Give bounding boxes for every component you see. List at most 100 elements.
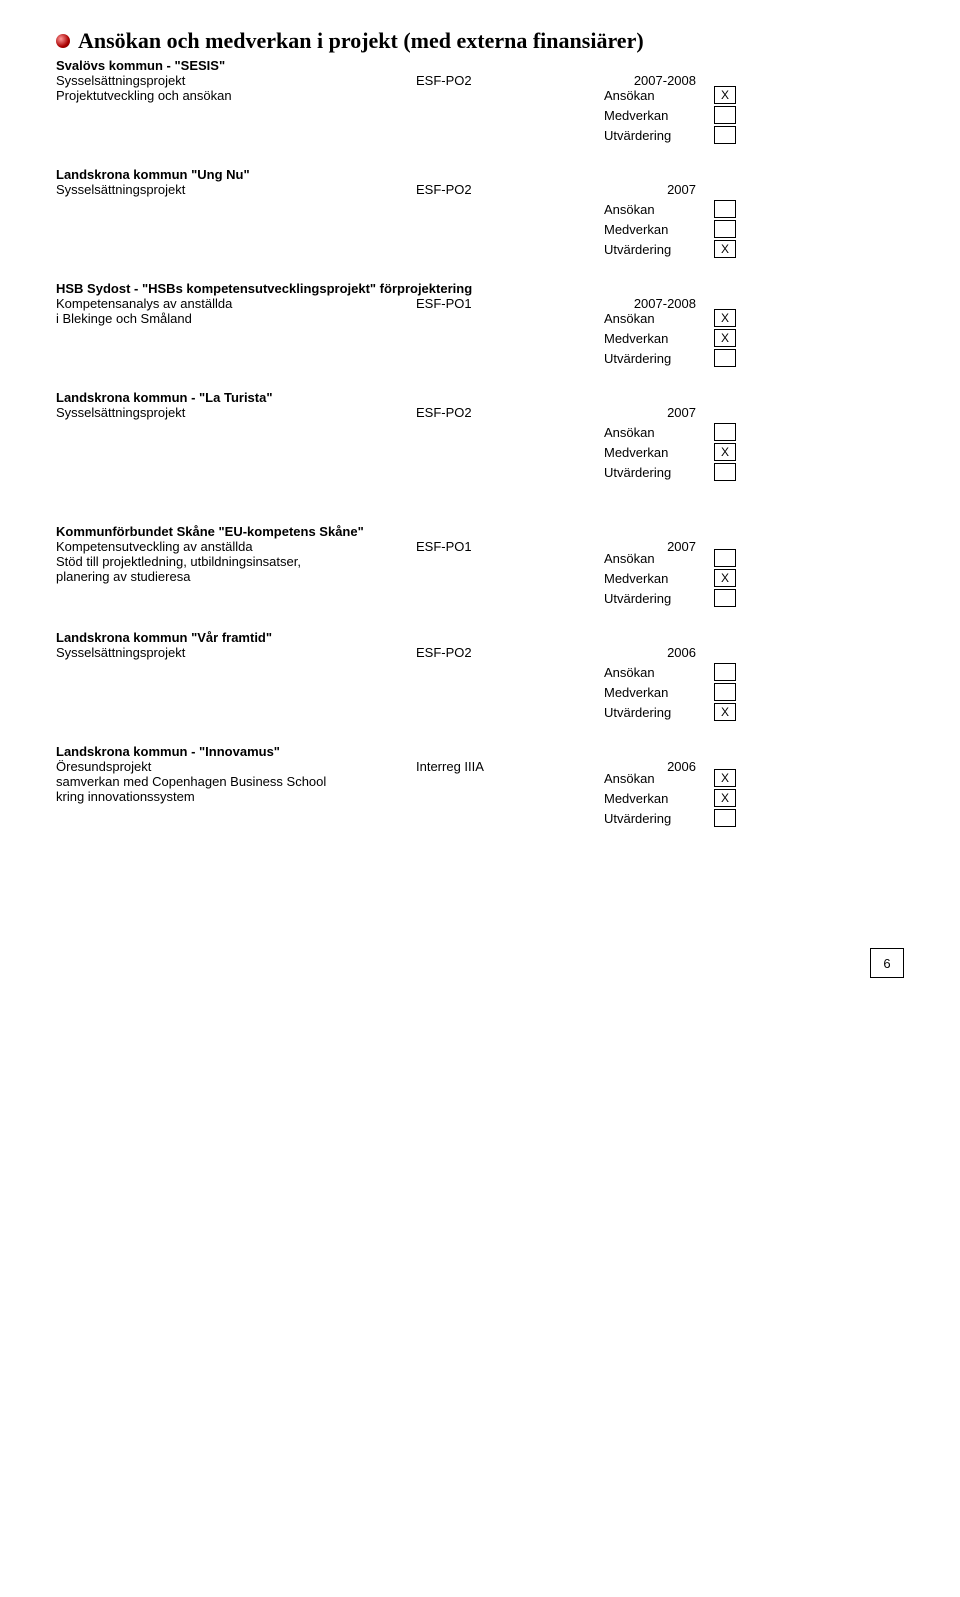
ansokan-checkbox <box>714 549 736 567</box>
ansokan-label: Ansökan <box>604 551 714 566</box>
medverkan-row: Medverkan <box>604 105 904 125</box>
utvardering-checkbox <box>714 463 736 481</box>
project-fund: ESF-PO2 <box>416 645 606 660</box>
ansokan-row: AnsökanX <box>604 768 904 788</box>
project-year: 2007-2008 <box>606 296 714 311</box>
page-heading: Ansökan och medverkan i projekt (med ext… <box>78 28 644 54</box>
project-desc: i Blekinge och Småland <box>56 311 416 326</box>
amu-group: Ansökan MedverkanXUtvärdering <box>604 422 904 482</box>
org-name: Kommunförbundet Skåne "EU-kompetens Skån… <box>56 524 904 539</box>
utvardering-label: Utvärdering <box>604 591 714 606</box>
utvardering-row: Utvärdering <box>604 588 904 608</box>
project-block: HSB Sydost - "HSBs kompetensutvecklingsp… <box>56 281 904 368</box>
ansokan-row: AnsökanX <box>604 85 904 105</box>
project-block: Landskrona kommun "Ung Nu"Sysselsättning… <box>56 167 904 259</box>
amu-group: Ansökan MedverkanX Utvärdering <box>604 548 904 608</box>
medverkan-checkbox: X <box>714 329 736 347</box>
project-desc: Kompetensanalys av anställda <box>56 296 416 311</box>
project-block: Svalövs kommun - "SESIS"Sysselsättningsp… <box>56 58 904 145</box>
medverkan-row: MedverkanX <box>604 328 904 348</box>
ansokan-row: Ansökan <box>604 662 904 682</box>
project-block: Landskrona kommun - "La Turista"Sysselsä… <box>56 390 904 482</box>
ansokan-checkbox: X <box>714 86 736 104</box>
medverkan-checkbox: X <box>714 443 736 461</box>
org-name: HSB Sydost - "HSBs kompetensutvecklingsp… <box>56 281 904 296</box>
utvardering-checkbox <box>714 589 736 607</box>
utvardering-checkbox <box>714 126 736 144</box>
medverkan-row: MedverkanX <box>604 442 904 462</box>
medverkan-checkbox <box>714 683 736 701</box>
page-number: 6 <box>883 956 890 971</box>
utvardering-row: UtvärderingX <box>604 239 904 259</box>
medverkan-checkbox <box>714 220 736 238</box>
medverkan-checkbox: X <box>714 789 736 807</box>
project-fund: ESF-PO2 <box>416 182 606 197</box>
project-block: Landskrona kommun "Vår framtid"Sysselsät… <box>56 630 904 722</box>
utvardering-label: Utvärdering <box>604 811 714 826</box>
project-fund: ESF-PO2 <box>416 405 606 420</box>
medverkan-row: MedverkanX <box>604 568 904 588</box>
project-year: 2007-2008 <box>606 73 714 88</box>
ansokan-checkbox <box>714 423 736 441</box>
ansokan-checkbox <box>714 663 736 681</box>
medverkan-label: Medverkan <box>604 445 714 460</box>
utvardering-checkbox: X <box>714 240 736 258</box>
org-name: Landskrona kommun "Ung Nu" <box>56 167 904 182</box>
bullet-icon <box>56 34 70 48</box>
org-name: Svalövs kommun - "SESIS" <box>56 58 904 73</box>
utvardering-label: Utvärdering <box>604 351 714 366</box>
project-year: 2006 <box>606 645 714 660</box>
project-desc: Projektutveckling och ansökan <box>56 88 416 103</box>
project-block: Kommunförbundet Skåne "EU-kompetens Skån… <box>56 524 904 608</box>
medverkan-checkbox: X <box>714 569 736 587</box>
medverkan-row: MedverkanX <box>604 788 904 808</box>
ansokan-label: Ansökan <box>604 311 714 326</box>
org-name: Landskrona kommun - "La Turista" <box>56 390 904 405</box>
medverkan-row: Medverkan <box>604 219 904 239</box>
ansokan-row: Ansökan <box>604 548 904 568</box>
ansokan-label: Ansökan <box>604 202 714 217</box>
project-year: 2007 <box>606 405 714 420</box>
project-row: SysselsättningsprojektESF-PO22007 <box>56 182 904 197</box>
utvardering-label: Utvärdering <box>604 128 714 143</box>
project-fund: ESF-PO1 <box>416 296 606 311</box>
project-desc: samverkan med Copenhagen Business School <box>56 774 416 789</box>
medverkan-checkbox <box>714 106 736 124</box>
utvardering-label: Utvärdering <box>604 705 714 720</box>
amu-group: AnsökanXMedverkanXUtvärdering <box>604 308 904 368</box>
ansokan-row: AnsökanX <box>604 308 904 328</box>
medverkan-label: Medverkan <box>604 331 714 346</box>
project-fund: ESF-PO1 <box>416 539 606 554</box>
project-year: 2007 <box>606 182 714 197</box>
medverkan-label: Medverkan <box>604 108 714 123</box>
project-desc: kring innovationssystem <box>56 789 416 804</box>
ansokan-row: Ansökan <box>604 199 904 219</box>
page-number-box: 6 <box>870 948 904 978</box>
utvardering-row: Utvärdering <box>604 462 904 482</box>
ansokan-label: Ansökan <box>604 88 714 103</box>
medverkan-label: Medverkan <box>604 685 714 700</box>
project-block: Landskrona kommun - "Innovamus"Öresundsp… <box>56 744 904 828</box>
ansokan-label: Ansökan <box>604 425 714 440</box>
ansokan-checkbox: X <box>714 309 736 327</box>
project-desc: Öresundsprojekt <box>56 759 416 774</box>
medverkan-label: Medverkan <box>604 222 714 237</box>
org-name: Landskrona kommun - "Innovamus" <box>56 744 904 759</box>
project-fund: Interreg IIIA <box>416 759 606 774</box>
amu-group: Ansökan Medverkan UtvärderingX <box>604 199 904 259</box>
utvardering-checkbox <box>714 349 736 367</box>
ansokan-row: Ansökan <box>604 422 904 442</box>
ansokan-label: Ansökan <box>604 771 714 786</box>
utvardering-checkbox <box>714 809 736 827</box>
utvardering-row: Utvärdering <box>604 125 904 145</box>
project-desc: planering av studieresa <box>56 569 416 584</box>
project-desc: Sysselsättningsprojekt <box>56 645 416 660</box>
utvardering-row: Utvärdering <box>604 808 904 828</box>
project-desc: Stöd till projektledning, utbildningsins… <box>56 554 416 569</box>
utvardering-row: Utvärdering <box>604 348 904 368</box>
project-row: SysselsättningsprojektESF-PO22006 <box>56 645 904 660</box>
ansokan-label: Ansökan <box>604 665 714 680</box>
project-desc: Sysselsättningsprojekt <box>56 73 416 88</box>
project-fund: ESF-PO2 <box>416 73 606 88</box>
utvardering-label: Utvärdering <box>604 242 714 257</box>
